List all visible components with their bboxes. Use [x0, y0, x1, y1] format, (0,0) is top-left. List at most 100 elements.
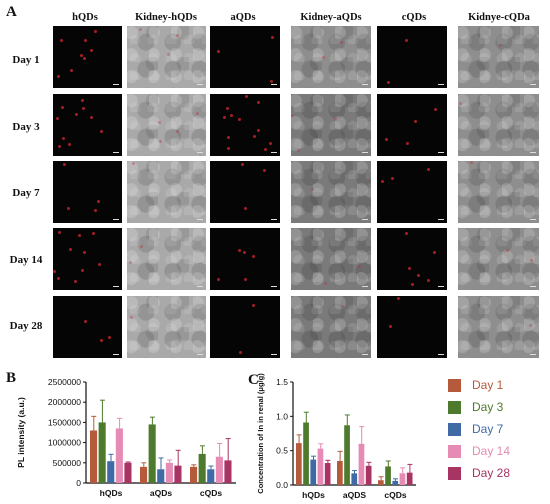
fluorescence-spot: [84, 320, 87, 323]
bar-day-28-hqds: [324, 463, 331, 485]
micrograph-cqds-day-7: [377, 161, 447, 223]
fluorescence-spot: [270, 80, 273, 83]
micrograph-hqds-day-7: [53, 161, 122, 223]
fluorescence-spot: [94, 30, 97, 33]
fluorescence-spot: [62, 137, 65, 140]
fluorescence-spot: [499, 44, 502, 47]
fluorescence-spot: [97, 200, 100, 203]
scale-bar: [197, 219, 203, 220]
fluorescence-spot: [459, 102, 462, 105]
y-tick-label: 1500000: [48, 417, 81, 427]
fluorescence-spot: [129, 261, 132, 264]
fluorescence-spot: [98, 263, 101, 266]
bar-day-7-cqds: [207, 469, 215, 483]
fluorescence-spot: [529, 324, 532, 327]
legend-label-day-7: Day 7: [472, 422, 504, 436]
fluorescence-spot: [159, 140, 162, 143]
fluorescence-spot: [53, 270, 56, 273]
micrograph-kidney-aqds-day-7: [291, 161, 371, 223]
legend-label-day-3: Day 3: [472, 400, 504, 414]
fluorescence-spot: [139, 28, 142, 31]
fluorescence-spot: [176, 130, 179, 133]
fluorescence-spot: [239, 351, 242, 354]
scale-bar: [362, 152, 368, 153]
fluorescence-spot: [297, 149, 300, 152]
legend-label-day-28: Day 28: [472, 466, 511, 480]
bar-day-3-aqds: [148, 424, 156, 483]
micrograph-kidney-hqds-day-28: [127, 296, 206, 358]
fluorescence-spot: [80, 54, 83, 57]
bar-day-14-aqds: [358, 443, 365, 485]
y-tick-label: 1.5: [276, 377, 288, 387]
y-tick-label: 1000000: [48, 438, 81, 448]
fluorescence-spot: [252, 255, 255, 258]
micrograph-kidney-hqds-day-14: [127, 228, 206, 290]
scale-bar: [362, 286, 368, 287]
fluorescence-spot: [60, 39, 63, 42]
row-label-day-14: Day 14: [9, 254, 43, 266]
fluorescence-spot: [470, 161, 473, 164]
scale-bar: [530, 286, 536, 287]
row-label-day-3: Day 3: [12, 121, 40, 133]
scale-bar: [197, 152, 203, 153]
fluorescence-spot: [63, 163, 66, 166]
fluorescence-spot: [264, 148, 267, 151]
fluorescence-spot: [381, 180, 384, 183]
x-category-label: aQDS: [343, 490, 366, 500]
micrograph-kidney-cqda-day-3: [458, 94, 539, 156]
micrograph-kidney-cqda-day-7: [458, 161, 539, 223]
scale-bar: [438, 286, 444, 287]
bar-day-7-hqds: [107, 461, 115, 483]
scale-bar: [438, 219, 444, 220]
micrograph-aqds-day-1: [210, 26, 280, 88]
bar-day-28-hqds: [124, 462, 132, 483]
micrograph-cqds-day-14: [377, 228, 447, 290]
fluorescence-spot: [405, 232, 408, 235]
micrograph-kidney-aqds-day-1: [291, 26, 371, 88]
fluorescence-spot: [506, 249, 509, 252]
fluorescence-spot: [244, 278, 247, 281]
fluorescence-spot: [230, 114, 233, 117]
bar-day-1-hqds: [296, 443, 302, 485]
fluorescence-spot: [223, 116, 226, 119]
pl-intensity-bar-chart: PL intensity (a.u.) 0 500000 1000000 1500000…: [16, 377, 236, 498]
micrograph-kidney-aqds-day-3: [291, 94, 371, 156]
fluorescence-spot: [406, 142, 409, 145]
micrograph-kidney-cqda-day-14: [458, 228, 539, 290]
fluorescence-spot: [238, 118, 241, 121]
bar-day-1-cqds: [378, 480, 384, 485]
y-tick-label: 0: [76, 478, 81, 488]
fluorescence-spot: [140, 245, 143, 248]
bar-day-3-aqds: [344, 425, 350, 485]
x-category-label: cQDs: [384, 490, 406, 500]
column-header-kidney-hqds: Kidney-hQDs: [135, 12, 197, 23]
column-header-kidney-cqda: Kidnye-cQDa: [468, 12, 530, 23]
fluorescence-spot: [56, 117, 59, 120]
micrograph-kidney-aqds-day-28: [291, 296, 371, 358]
micrograph-hqds-day-14: [53, 228, 122, 290]
scale-bar: [113, 84, 119, 85]
scale-bar: [271, 286, 277, 287]
fluorescence-spot: [530, 259, 533, 262]
fluorescence-spot: [227, 136, 230, 139]
fluorescence-spot: [385, 138, 388, 141]
legend-item-day-14: Day 14: [448, 444, 510, 458]
fluorescence-spot: [67, 207, 70, 210]
fluorescence-spot: [58, 231, 61, 234]
y-tick-label: 0.0: [276, 480, 288, 490]
micrograph-cqds-day-1: [377, 26, 447, 88]
bar-day-3-cqds: [385, 466, 391, 485]
fluorescence-spot: [92, 232, 95, 235]
bar-day-28-aqds: [365, 465, 372, 485]
micrograph-aqds-day-14: [210, 228, 280, 290]
column-header-hqds: hQDs: [72, 12, 98, 23]
fluorescence-spot: [389, 325, 392, 328]
y-axis-title: Concentration of In in renal (μg/g): [256, 373, 265, 494]
column-header-cqds: cQDs: [401, 12, 427, 23]
fluorescence-spot: [391, 177, 394, 180]
fluorescence-spot: [90, 49, 93, 52]
scale-bar: [271, 152, 277, 153]
fluorescence-spot: [252, 304, 255, 307]
bar-day-28-cqds: [406, 472, 413, 485]
bar-day-3-hqds: [303, 422, 309, 485]
